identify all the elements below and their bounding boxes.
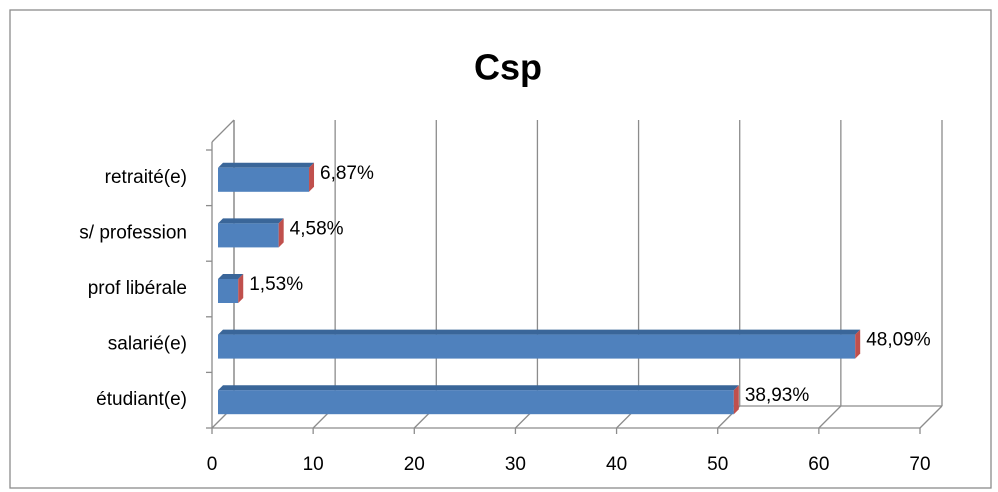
x-tick-label: 30	[505, 454, 526, 475]
data-label: 48,09%	[866, 330, 931, 351]
x-tick-label: 40	[606, 454, 627, 475]
data-label: 4,58%	[290, 218, 344, 239]
x-tick-label: 0	[207, 454, 218, 475]
y-tick-label: retraité(e)	[105, 167, 187, 188]
y-axis-depth	[211, 119, 235, 143]
y-tick-label: salarié(e)	[108, 334, 187, 355]
x-tick-label: 10	[303, 454, 324, 475]
y-tick-label: étudiant(e)	[96, 389, 187, 410]
data-label: 38,93%	[745, 385, 810, 406]
bar-top	[218, 274, 244, 279]
bar-end	[309, 162, 315, 192]
bar-end	[733, 385, 739, 415]
bar-top	[218, 329, 861, 335]
grid-line-depth	[818, 405, 842, 429]
bar-end	[238, 274, 244, 303]
bar	[218, 334, 856, 359]
bar-top	[218, 218, 284, 224]
bar	[218, 279, 239, 303]
bar-end	[855, 329, 861, 359]
bar	[218, 223, 279, 248]
bar	[218, 390, 734, 415]
bar-top	[218, 162, 315, 168]
data-label: 6,87%	[320, 163, 374, 184]
x-tick-label: 70	[909, 454, 930, 475]
x-tick-label: 50	[707, 454, 728, 475]
y-tick-label: prof libérale	[88, 278, 187, 299]
grid-line-depth	[919, 405, 943, 429]
bar-end	[278, 218, 284, 248]
data-label: 1,53%	[249, 274, 303, 295]
x-tick-label: 20	[404, 454, 425, 475]
y-tick-label: s/ profession	[79, 222, 187, 243]
x-tick-label: 60	[808, 454, 829, 475]
chart-title: Csp	[474, 47, 542, 88]
bar	[218, 167, 310, 192]
bar-top	[218, 385, 739, 391]
